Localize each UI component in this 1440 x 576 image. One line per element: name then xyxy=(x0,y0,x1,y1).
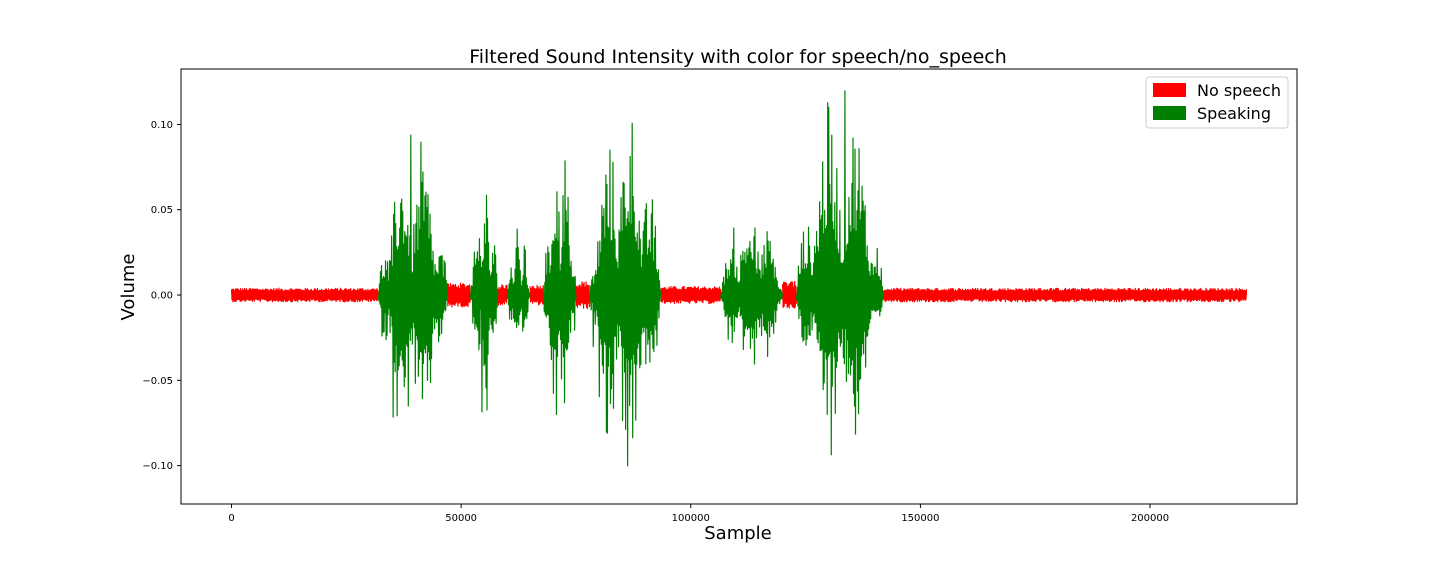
legend-label-speaking: Speaking xyxy=(1197,104,1271,123)
series-segment-speaking xyxy=(506,228,531,332)
series-segment-speaking xyxy=(589,122,662,467)
series-segment-speaking xyxy=(377,134,448,418)
x-axis-ticks: 0 50000 100000 150000 200000 xyxy=(228,504,1169,524)
y-tick-label: −0.05 xyxy=(142,376,173,387)
legend-swatch-speaking xyxy=(1153,106,1186,120)
series-segment-speaking xyxy=(795,90,885,456)
series-layer xyxy=(230,90,1248,467)
y-tick-label: 0.05 xyxy=(151,205,173,216)
x-tick-label: 100000 xyxy=(672,513,710,524)
series-segment-speaking xyxy=(543,160,577,416)
x-tick-label: 200000 xyxy=(1131,513,1169,524)
series-segment-speaking xyxy=(469,194,499,413)
series-segment-no-speech xyxy=(497,284,508,306)
y-axis-label: Volume xyxy=(118,254,139,321)
legend-swatch-no-speech xyxy=(1153,83,1186,97)
legend-label-no-speech: No speech xyxy=(1197,81,1281,100)
series-segment-no-speech xyxy=(230,287,380,303)
y-tick-label: 0.00 xyxy=(151,291,173,302)
x-tick-label: 50000 xyxy=(445,513,477,524)
chart-title: Filtered Sound Intensity with color for … xyxy=(469,46,1007,68)
series-segment-no-speech xyxy=(446,282,471,308)
y-tick-label: 0.10 xyxy=(151,120,173,131)
series-segment-no-speech xyxy=(575,281,591,310)
y-axis-ticks: −0.10 −0.05 0.00 0.05 0.10 xyxy=(142,120,181,472)
x-axis-label: Sample xyxy=(704,523,772,544)
series-segment-speaking xyxy=(720,227,784,365)
series-segment-no-speech xyxy=(529,284,545,306)
y-tick-label: −0.10 xyxy=(142,461,173,472)
series-segment-no-speech xyxy=(782,280,798,309)
x-tick-label: 0 xyxy=(228,513,234,524)
series-segment-no-speech xyxy=(883,287,1248,303)
plot-frame xyxy=(180,68,1298,505)
series-segment-no-speech xyxy=(660,286,722,305)
legend: No speech Speaking xyxy=(1145,76,1289,129)
x-tick-label: 150000 xyxy=(901,513,939,524)
